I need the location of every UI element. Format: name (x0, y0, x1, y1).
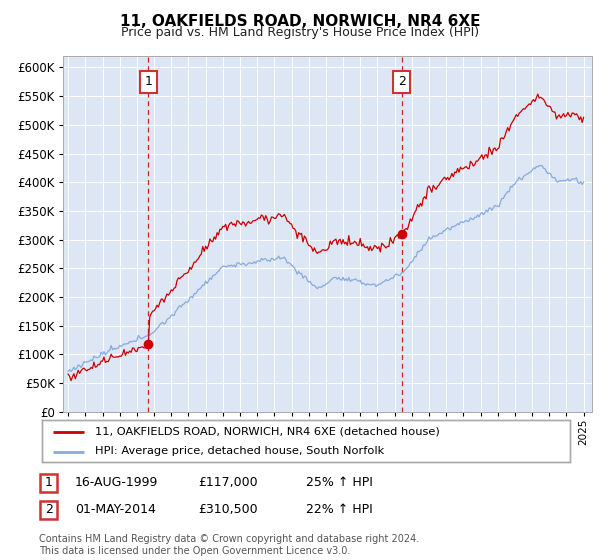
Text: 2: 2 (398, 75, 406, 88)
Text: HPI: Average price, detached house, South Norfolk: HPI: Average price, detached house, Sout… (95, 446, 384, 456)
Text: 1: 1 (44, 476, 53, 489)
Text: 01-MAY-2014: 01-MAY-2014 (75, 503, 156, 516)
FancyBboxPatch shape (40, 474, 57, 492)
Text: 25% ↑ HPI: 25% ↑ HPI (306, 476, 373, 489)
Text: £117,000: £117,000 (198, 476, 257, 489)
Text: Price paid vs. HM Land Registry's House Price Index (HPI): Price paid vs. HM Land Registry's House … (121, 26, 479, 39)
Text: 1: 1 (145, 75, 152, 88)
Text: 11, OAKFIELDS ROAD, NORWICH, NR4 6XE: 11, OAKFIELDS ROAD, NORWICH, NR4 6XE (120, 14, 480, 29)
Text: 2: 2 (44, 503, 53, 516)
Text: 11, OAKFIELDS ROAD, NORWICH, NR4 6XE (detached house): 11, OAKFIELDS ROAD, NORWICH, NR4 6XE (de… (95, 427, 440, 437)
Text: 16-AUG-1999: 16-AUG-1999 (75, 476, 158, 489)
FancyBboxPatch shape (40, 501, 57, 519)
Text: 22% ↑ HPI: 22% ↑ HPI (306, 503, 373, 516)
Text: Contains HM Land Registry data © Crown copyright and database right 2024.
This d: Contains HM Land Registry data © Crown c… (39, 534, 419, 556)
Text: £310,500: £310,500 (198, 503, 257, 516)
